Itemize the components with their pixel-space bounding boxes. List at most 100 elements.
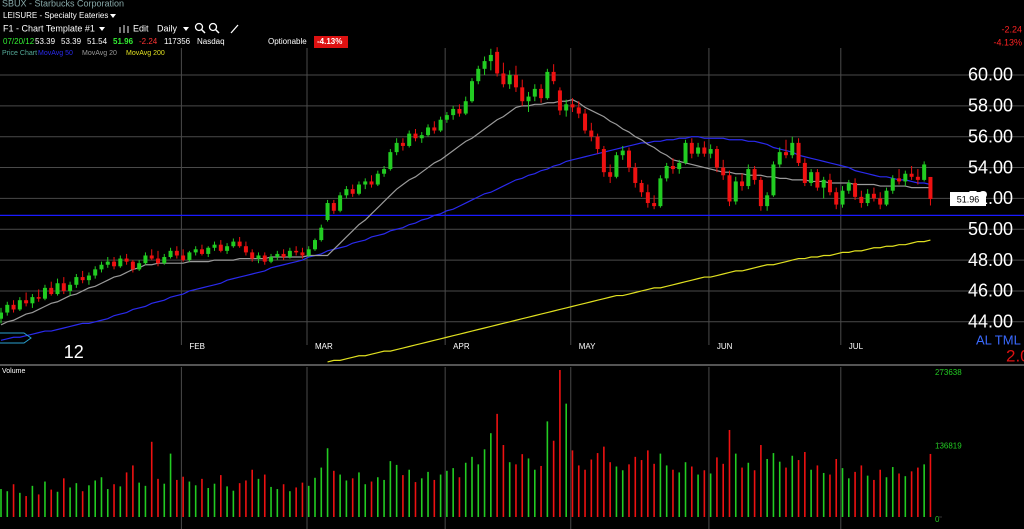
candle-body: [909, 173, 914, 177]
candle-body: [815, 172, 820, 188]
quote-change: -2.24: [139, 37, 158, 46]
dropdown-arrow[interactable]: [183, 27, 189, 31]
candle-body: [105, 261, 110, 265]
candle-body: [55, 283, 60, 295]
price-tag: [950, 192, 986, 207]
candle-body: [915, 176, 920, 180]
candle-body: [696, 147, 701, 154]
candle-body: [620, 150, 625, 156]
candle-body: [24, 300, 29, 304]
edit-button[interactable]: Edit: [133, 23, 149, 33]
volume-bar: [358, 472, 360, 517]
volume-bar: [433, 479, 436, 517]
legend-entry: MovAvg 200: [126, 50, 165, 57]
legend-entry: MovAvg 50: [38, 50, 73, 57]
moving-average-line: [0, 136, 931, 341]
volume-bar: [377, 477, 379, 517]
volume-bar: [144, 485, 147, 517]
volume-bar: [910, 471, 913, 517]
volume-bar: [709, 473, 712, 517]
candle-body: [539, 88, 544, 99]
candle-body: [444, 115, 449, 120]
candle-body: [124, 258, 129, 262]
volume-bar: [81, 491, 84, 517]
volume-bar: [263, 474, 266, 517]
volume-bar: [138, 482, 140, 517]
volume-bar: [653, 463, 655, 517]
volume-bar: [12, 484, 15, 517]
candle-body: [564, 104, 569, 111]
y-tick-label: 60.00: [968, 65, 1013, 85]
candle-body: [382, 169, 387, 174]
candle-body: [627, 150, 631, 168]
volume-bar: [207, 487, 210, 517]
candle-body: [262, 255, 267, 262]
volume-bar: [402, 475, 404, 517]
candle-body: [633, 167, 638, 183]
candle-body: [884, 190, 889, 205]
candle-body: [859, 196, 864, 204]
volume-bar: [753, 470, 756, 517]
candle-body: [407, 133, 412, 146]
volume-bar: [703, 470, 706, 517]
candle-body: [576, 107, 581, 114]
candle-body: [388, 152, 393, 170]
candle-body: [526, 96, 531, 102]
candle-body: [746, 169, 751, 187]
volume-bar: [810, 469, 812, 517]
volume-bar: [88, 485, 90, 517]
candle-body: [156, 258, 160, 264]
candle-body: [306, 249, 311, 256]
volume-bar: [276, 489, 279, 517]
volume-bar: [791, 455, 794, 517]
candle-body: [187, 252, 192, 261]
volume-bar: [891, 467, 894, 517]
candle-body: [871, 193, 876, 199]
candle-body: [313, 240, 317, 250]
volume-bar: [383, 479, 385, 517]
candle-body: [369, 181, 374, 185]
volume-bar: [640, 460, 643, 517]
candle-body: [250, 252, 255, 259]
volume-bar: [496, 413, 498, 517]
candle-body: [614, 155, 619, 177]
candle-body: [30, 297, 35, 304]
candle-body: [551, 71, 556, 82]
draw-tool-icon[interactable]: [230, 24, 239, 34]
bar-icon[interactable]: [119, 25, 129, 33]
zoom-in-icon[interactable]: [194, 22, 206, 34]
volume-bar: [56, 491, 59, 517]
y-tick-label: 44.00: [968, 312, 1013, 332]
candle-body: [432, 127, 437, 131]
candle-body: [5, 304, 10, 313]
candle-body: [501, 73, 506, 85]
candle-body: [903, 173, 908, 182]
volume-bar: [515, 464, 517, 517]
volume-bar: [678, 472, 681, 517]
volume-bar: [100, 477, 103, 517]
y-tick-label: 58.00: [968, 96, 1013, 116]
legend-entry: MovAvg 20: [82, 50, 117, 57]
period[interactable]: Daily: [157, 23, 178, 33]
x-tick-label: JUN: [717, 342, 733, 351]
candle-body: [199, 249, 204, 254]
volume-bar: [452, 468, 454, 517]
indicator-label: AL TML: [976, 332, 1021, 347]
candle-body: [463, 101, 468, 114]
candle-body: [287, 250, 292, 258]
price-tag-label: 51.96: [957, 194, 980, 204]
candle-body: [118, 258, 123, 267]
industry[interactable]: LEISURE - Specialty Eateries: [3, 11, 108, 20]
volume-bar: [157, 478, 159, 517]
volume-bar: [665, 465, 668, 517]
candle-body: [495, 51, 500, 74]
scroll-marker[interactable]: [0, 332, 32, 344]
template[interactable]: F1 - Chart Template #1: [3, 23, 95, 33]
dropdown-arrow[interactable]: [110, 14, 116, 18]
candle-body: [206, 247, 211, 254]
dropdown-arrow[interactable]: [99, 27, 105, 31]
candle-body: [865, 193, 870, 204]
candle-body: [777, 152, 782, 165]
candle-body: [897, 178, 902, 182]
zoom-out-icon[interactable]: [208, 22, 220, 34]
